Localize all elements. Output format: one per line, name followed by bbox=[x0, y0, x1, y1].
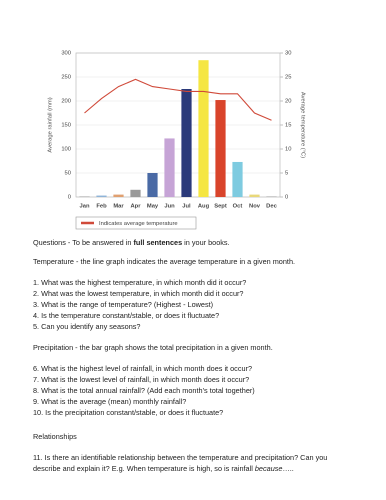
bar bbox=[147, 173, 158, 197]
question-text: describe and explain it? E.g. When tempe… bbox=[33, 464, 255, 473]
question-text: ….. bbox=[282, 464, 293, 473]
y2-tick-label: 0 bbox=[285, 195, 288, 201]
bar bbox=[96, 195, 107, 197]
x-tick-label: Aug bbox=[198, 204, 210, 210]
bar bbox=[232, 161, 243, 197]
y-tick-label: 200 bbox=[61, 99, 71, 105]
question: 7. What is the lowest level of rainfall,… bbox=[33, 375, 249, 384]
section-heading: Precipitation - the bar graph shows the … bbox=[33, 343, 273, 352]
question: describe and explain it? E.g. When tempe… bbox=[33, 464, 294, 473]
document: Questions - To be answered in full sente… bbox=[33, 238, 327, 473]
y2-tick-label: 5 bbox=[285, 171, 288, 177]
question: 8. What is the total annual rainfall? (A… bbox=[33, 386, 255, 395]
question: 2. What was the lowest temperature, in w… bbox=[33, 289, 244, 298]
temperature-line bbox=[84, 78, 272, 121]
x-tick-label: Jun bbox=[164, 204, 175, 210]
bar bbox=[113, 194, 124, 197]
question: 6. What is the highest level of rainfall… bbox=[33, 364, 252, 373]
x-tick-label: Jul bbox=[182, 204, 191, 210]
question: 1. What was the highest temperature, in … bbox=[33, 278, 246, 287]
y-axis-label: Average rainfall (mm) bbox=[48, 97, 54, 152]
bar bbox=[130, 189, 141, 197]
y2-tick-label: 15 bbox=[285, 123, 291, 129]
x-tick-label: May bbox=[147, 204, 159, 210]
bar bbox=[164, 138, 175, 197]
x-tick-label: Apr bbox=[131, 204, 142, 210]
x-tick-label: Oct bbox=[233, 204, 243, 210]
bar bbox=[181, 89, 192, 197]
section-heading: Relationships bbox=[33, 432, 77, 441]
question: 3. What is the range of temperature? (Hi… bbox=[33, 300, 213, 309]
y-tick-label: 100 bbox=[61, 147, 71, 153]
question: 5. Can you identify any seasons? bbox=[33, 322, 141, 331]
question: 11. Is there an identifiable relationshi… bbox=[33, 453, 327, 462]
y-tick-label: 50 bbox=[65, 171, 71, 177]
intro: Questions - To be answered in full sente… bbox=[33, 238, 230, 247]
y2-axis-label: Average temperature (°C) bbox=[299, 92, 305, 158]
chart: 0 50 100 150 200 250 300 0 5 10 15 20 25 30 Average ra… bbox=[48, 51, 305, 230]
legend-label: Indicates average temperature bbox=[99, 221, 178, 227]
x-tick-label: Sept bbox=[214, 204, 227, 210]
legend-box bbox=[75, 216, 197, 230]
question: 10. Is the precipitation constant/stable… bbox=[33, 408, 223, 417]
y-tick-label: 150 bbox=[61, 123, 71, 129]
x-tick-label: Nov bbox=[249, 204, 261, 210]
bar bbox=[198, 60, 209, 198]
x-tick-label: Feb bbox=[96, 204, 107, 210]
question-emphasis: because bbox=[255, 464, 283, 473]
y-tick-label: 300 bbox=[61, 51, 71, 57]
x-tick-label: Dec bbox=[266, 204, 277, 210]
question: 4. Is the temperature constant/stable, o… bbox=[33, 311, 219, 320]
y-tick-label: 0 bbox=[68, 195, 71, 201]
y2-tick-label: 10 bbox=[285, 147, 291, 153]
y2-tick-label: 20 bbox=[285, 99, 291, 105]
plot-frame bbox=[75, 52, 281, 198]
section-heading: Temperature - the line graph indicates t… bbox=[33, 257, 295, 266]
intro-text: in your books. bbox=[182, 238, 229, 247]
x-tick-label: Jan bbox=[80, 204, 90, 210]
y-tick-label: 250 bbox=[61, 75, 71, 81]
question: 9. What is the average (mean) monthly ra… bbox=[33, 397, 186, 406]
x-tick-label: Mar bbox=[113, 204, 124, 210]
y2-tick-label: 25 bbox=[285, 75, 291, 81]
intro-emphasis: full sentences bbox=[133, 238, 182, 247]
intro-text: Questions - To be answered in bbox=[33, 238, 133, 247]
bar bbox=[215, 100, 226, 197]
y2-tick-label: 30 bbox=[285, 51, 291, 57]
bar bbox=[249, 194, 260, 197]
